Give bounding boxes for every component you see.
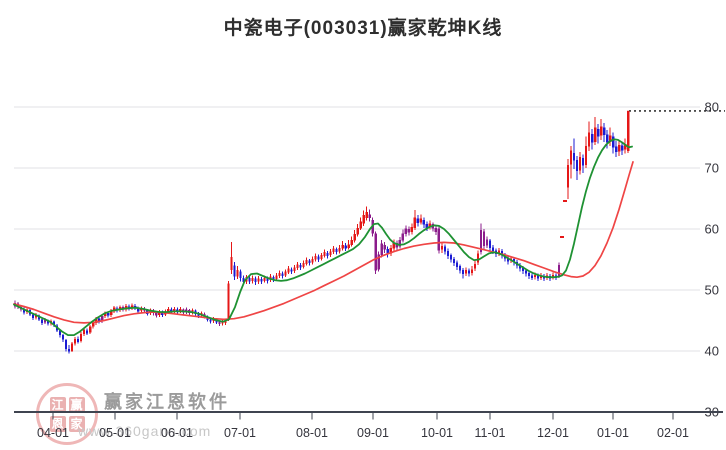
x-axis-label: 10-01 (421, 426, 453, 440)
chart-title: 中瓷电子(003031)赢家乾坤K线 (223, 18, 503, 39)
x-axis-label: 01-01 (597, 426, 629, 440)
y-axis-label: 40 (705, 344, 719, 359)
x-axis-label: 06-01 (161, 426, 193, 440)
watermark-url-text: www.360gann.com (78, 423, 212, 439)
ma-fast-line (13, 138, 633, 337)
seal-char: 赢 (68, 396, 85, 413)
x-axis-label: 12-01 (537, 426, 569, 440)
y-axis-label: 80 (705, 100, 719, 115)
x-axis: 04-01 05-01 06-01 07-01 08-01 09-01 10-01 11-01… (14, 411, 723, 440)
x-axis-label: 02-01 (657, 426, 689, 440)
y-axis-label: 50 (705, 283, 719, 298)
x-axis-label: 11-01 (474, 426, 505, 440)
seal-char: 家 (68, 415, 85, 432)
x-axis-label: 08-01 (296, 426, 328, 440)
watermark-brand-text: 赢家江恩软件 (104, 392, 230, 412)
y-axis-label: 70 (705, 161, 719, 176)
seal-char: 江 (49, 396, 66, 413)
x-axis-label: 04-01 (37, 426, 69, 440)
x-axis-label: 07-01 (224, 426, 256, 440)
ma-slow-line (13, 161, 634, 324)
candles-layer (13, 110, 630, 354)
x-axis-label: 09-01 (357, 426, 389, 440)
y-axis-label: 60 (705, 222, 719, 237)
x-axis-label: 05-01 (99, 426, 131, 440)
